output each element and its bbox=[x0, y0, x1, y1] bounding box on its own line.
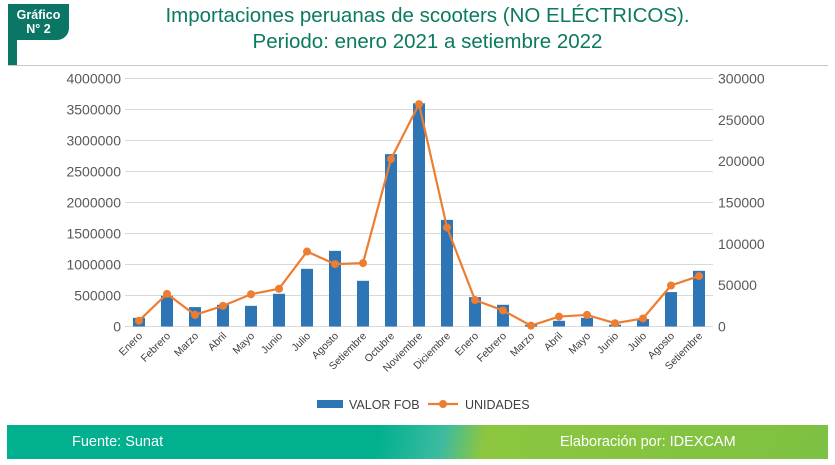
bar-valor-fob bbox=[581, 317, 593, 327]
bar-valor-fob bbox=[665, 292, 677, 327]
x-axis-tick: Marzo bbox=[172, 330, 201, 359]
point-unidades bbox=[135, 316, 143, 325]
bar-valor-fob bbox=[301, 268, 313, 327]
x-axis-tick: Marzo bbox=[508, 330, 537, 359]
point-unidades bbox=[695, 272, 703, 281]
right-axis-tick: 150000 bbox=[718, 195, 765, 211]
bar-valor-fob bbox=[693, 270, 705, 327]
point-unidades bbox=[359, 259, 367, 268]
bar-valor-fob bbox=[161, 295, 173, 327]
left-axis-tick: 0 bbox=[113, 319, 121, 335]
point-unidades bbox=[639, 314, 647, 323]
bar-valor-fob bbox=[357, 280, 369, 327]
point-unidades bbox=[555, 312, 563, 321]
bar-valor-fob bbox=[553, 320, 565, 327]
x-axis-tick: Julio bbox=[289, 330, 313, 354]
right-axis-tick: 250000 bbox=[718, 112, 765, 128]
legend-marker-unidades bbox=[439, 400, 447, 408]
right-axis-tick: 50000 bbox=[718, 277, 757, 293]
right-axis-tick: 300000 bbox=[718, 71, 765, 87]
point-unidades bbox=[275, 284, 283, 293]
point-unidades bbox=[443, 223, 451, 232]
point-unidades bbox=[499, 306, 507, 315]
bar-valor-fob bbox=[413, 103, 425, 327]
right-axis-tick: 100000 bbox=[718, 236, 765, 252]
bar-valor-fob bbox=[469, 297, 481, 327]
left-axis-tick: 2000000 bbox=[66, 195, 121, 211]
point-unidades bbox=[331, 260, 339, 269]
point-unidades bbox=[387, 155, 395, 164]
bar-valor-fob bbox=[637, 319, 649, 327]
x-axis-tick: Mayo bbox=[566, 330, 593, 357]
left-axis-tick: 2500000 bbox=[66, 164, 121, 180]
x-axis-tick: Abril bbox=[542, 330, 565, 353]
x-axis-tick: Julio bbox=[625, 330, 649, 354]
chart-title: Importaciones peruanas de scooters (NO E… bbox=[100, 3, 755, 55]
title-line-2: Periodo: enero 2021 a setiembre 2022 bbox=[252, 30, 603, 53]
point-unidades bbox=[219, 301, 227, 310]
left-axis-tick: 1500000 bbox=[66, 226, 121, 242]
left-axis-tick: 4000000 bbox=[66, 71, 121, 87]
x-axis-tick: Febrero bbox=[139, 330, 174, 365]
point-unidades bbox=[527, 321, 535, 330]
point-unidades bbox=[583, 310, 591, 319]
point-unidades bbox=[471, 296, 479, 305]
left-axis-tick: 3500000 bbox=[66, 102, 121, 118]
left-axis-tick: 1000000 bbox=[66, 257, 121, 273]
x-axis-tick: Junio bbox=[259, 330, 285, 356]
title-line-1: Importaciones peruanas de scooters (NO E… bbox=[165, 4, 690, 27]
bar-valor-fob bbox=[385, 154, 397, 327]
x-axis-tick: Mayo bbox=[230, 330, 257, 357]
x-axis-tick: Abril bbox=[206, 330, 229, 353]
chart-number-badge: Gráfico N° 2 bbox=[8, 4, 69, 40]
point-unidades bbox=[163, 289, 171, 298]
left-axis-tick: 500000 bbox=[74, 288, 121, 304]
point-unidades bbox=[415, 100, 423, 109]
legend-label-valor-fob: VALOR FOB bbox=[349, 398, 420, 412]
x-axis-tick: Junio bbox=[595, 330, 621, 356]
bar-valor-fob bbox=[245, 305, 257, 327]
bar-valor-fob bbox=[441, 219, 453, 327]
left-axis-tick: 3000000 bbox=[66, 133, 121, 149]
badge-label: Gráfico bbox=[16, 8, 61, 22]
footer-source: Fuente: Sunat bbox=[72, 434, 164, 450]
point-unidades bbox=[247, 290, 255, 299]
point-unidades bbox=[611, 319, 619, 328]
bar-valor-fob bbox=[329, 250, 341, 327]
badge-number: N° 2 bbox=[26, 22, 51, 36]
combo-chart: 0500000100000015000002000000250000030000… bbox=[66, 71, 765, 413]
legend-swatch-valor-fob bbox=[317, 400, 343, 408]
footer-credit: Elaboración por: IDEXCAM bbox=[560, 434, 736, 450]
bar-valor-fob bbox=[217, 304, 229, 327]
point-unidades bbox=[667, 281, 675, 290]
bar-valor-fob bbox=[273, 293, 285, 327]
point-unidades bbox=[191, 310, 199, 319]
header-divider bbox=[8, 65, 828, 66]
x-axis-tick: Febrero bbox=[475, 330, 510, 365]
legend-label-unidades: UNIDADES bbox=[465, 398, 530, 412]
right-axis-tick: 0 bbox=[718, 319, 726, 335]
point-unidades bbox=[303, 247, 311, 256]
badge-stem bbox=[8, 40, 17, 65]
footer-bar: Fuente: Sunat Elaboración por: IDEXCAM bbox=[7, 425, 828, 459]
right-axis-tick: 200000 bbox=[718, 153, 765, 169]
